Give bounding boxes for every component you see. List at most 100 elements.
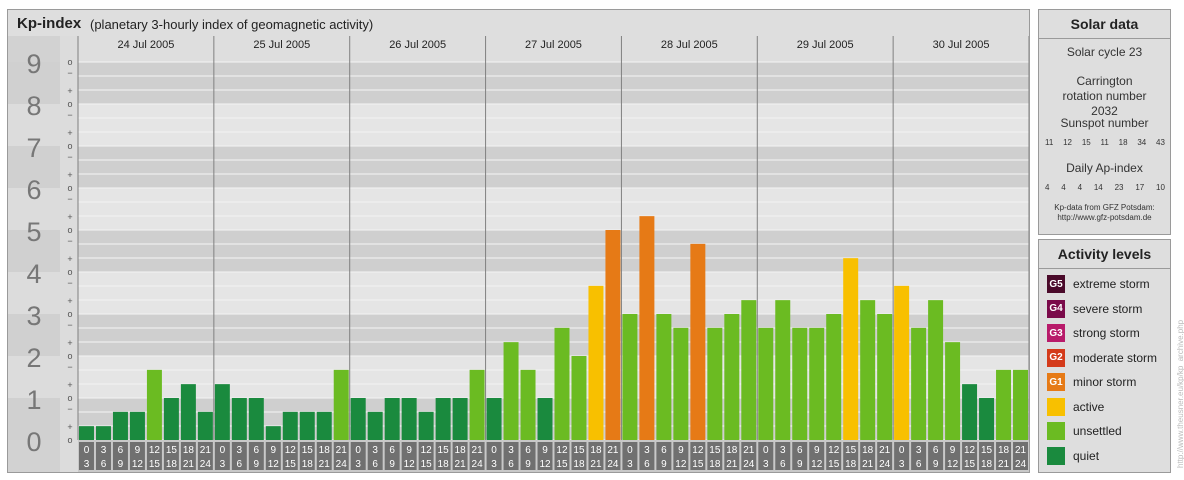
interval-start-label: 21 bbox=[200, 445, 212, 456]
interval-end-label: 12 bbox=[675, 459, 687, 470]
y-tick-label: 9 bbox=[26, 49, 41, 79]
kp-bar bbox=[724, 314, 740, 440]
interval-start-label: 12 bbox=[285, 445, 297, 456]
kp-bar bbox=[79, 426, 94, 440]
date-label: 30 Jul 2005 bbox=[933, 39, 990, 51]
date-band bbox=[78, 36, 1029, 52]
credit-link[interactable]: http://www.gfz-potsdam.de bbox=[1057, 213, 1152, 222]
y-tick-label: 8 bbox=[26, 91, 41, 121]
minor-tick-label: − bbox=[67, 320, 72, 330]
date-label: 25 Jul 2005 bbox=[253, 39, 310, 51]
interval-cell bbox=[877, 442, 893, 470]
kp-bar bbox=[554, 327, 570, 440]
interval-start-label: 0 bbox=[899, 445, 905, 456]
interval-end-label: 18 bbox=[438, 459, 450, 470]
interval-start-label: 0 bbox=[355, 445, 361, 456]
kp-band bbox=[78, 230, 1029, 272]
interval-end-label: 15 bbox=[964, 459, 976, 470]
legend-item: G5 extreme storm bbox=[1047, 274, 1150, 294]
interval-start-label: 0 bbox=[763, 445, 769, 456]
kp-bar bbox=[911, 327, 927, 440]
solar-data-title: Solar data bbox=[1070, 16, 1139, 32]
kp-bar bbox=[639, 216, 655, 440]
interval-cell bbox=[554, 442, 570, 470]
interval-start-label: 21 bbox=[472, 445, 484, 456]
kp-bar bbox=[486, 398, 502, 440]
interval-end-label: 18 bbox=[709, 459, 721, 470]
interval-end-label: 12 bbox=[539, 459, 551, 470]
interval-end-label: 3 bbox=[355, 459, 361, 470]
interval-end-label: 12 bbox=[811, 459, 823, 470]
interval-start-label: 15 bbox=[438, 445, 450, 456]
interval-cell bbox=[95, 442, 111, 470]
activity-divider bbox=[1039, 268, 1170, 269]
ap-value: 4 bbox=[1077, 183, 1083, 192]
legend-label: extreme storm bbox=[1073, 277, 1150, 291]
legend-item: active bbox=[1047, 397, 1104, 417]
activity-levels-title: Activity levels bbox=[1057, 246, 1152, 262]
kp-label-band bbox=[8, 398, 60, 440]
ap-value: 4 bbox=[1045, 183, 1050, 192]
kp-bar bbox=[384, 398, 400, 440]
interval-end-label: 6 bbox=[644, 459, 650, 470]
interval-end-label: 15 bbox=[828, 459, 840, 470]
interval-cell bbox=[928, 442, 944, 470]
kp-bar bbox=[690, 243, 706, 440]
kp-bar bbox=[571, 356, 587, 440]
interval-cell bbox=[605, 442, 621, 470]
interval-start-label: 12 bbox=[149, 445, 161, 456]
legend-label: minor storm bbox=[1073, 375, 1137, 389]
ap-value: 4 bbox=[1061, 183, 1066, 192]
interval-cell bbox=[129, 442, 145, 470]
interval-start-label: 6 bbox=[118, 445, 124, 456]
interval-end-label: 6 bbox=[916, 459, 922, 470]
y-tick-label: 4 bbox=[26, 259, 41, 289]
interval-start-label: 6 bbox=[525, 445, 531, 456]
interval-cell bbox=[316, 442, 332, 470]
minor-tick-label: + bbox=[67, 338, 72, 348]
minor-tick-label: − bbox=[67, 110, 72, 120]
kp-bar bbox=[945, 342, 961, 440]
carrington-rotation: Carrington rotation number 2032 bbox=[1062, 74, 1147, 118]
kp-bar bbox=[520, 369, 536, 440]
kp-bar bbox=[537, 398, 553, 440]
interval-cell bbox=[945, 442, 961, 470]
interval-end-label: 3 bbox=[84, 459, 90, 470]
interval-start-label: 12 bbox=[556, 445, 568, 456]
interval-end-label: 18 bbox=[166, 459, 178, 470]
interval-start-label: 9 bbox=[271, 445, 277, 456]
chart-title: Kp-index bbox=[17, 15, 82, 32]
interval-cell bbox=[401, 442, 417, 470]
interval-cell bbox=[214, 442, 230, 470]
kp-bar bbox=[741, 300, 757, 440]
y-tick-label: 7 bbox=[26, 133, 41, 163]
interval-start-label: 3 bbox=[916, 445, 922, 456]
kp-bar bbox=[333, 369, 349, 440]
interval-start-label: 9 bbox=[814, 445, 820, 456]
interval-start-label: 6 bbox=[661, 445, 667, 456]
interval-end-label: 21 bbox=[183, 459, 195, 470]
interval-end-label: 21 bbox=[455, 459, 467, 470]
interval-end-label: 24 bbox=[879, 459, 891, 470]
minor-tick-label: − bbox=[67, 194, 72, 204]
kp-bar bbox=[826, 314, 842, 440]
sunspot-value: 11 bbox=[1100, 138, 1109, 147]
interval-cell bbox=[282, 442, 298, 470]
kp-bar bbox=[452, 398, 468, 440]
kp-bar bbox=[146, 369, 162, 440]
kp-bar bbox=[129, 411, 145, 440]
interval-cell bbox=[639, 442, 655, 470]
legend-swatch: G5 bbox=[1047, 275, 1065, 293]
minor-tick-label: + bbox=[67, 86, 72, 96]
ap-index-title: Daily Ap-index bbox=[1066, 161, 1143, 175]
interval-cell bbox=[197, 442, 213, 470]
interval-start-label: 3 bbox=[372, 445, 378, 456]
kp-bar bbox=[656, 314, 672, 440]
minor-tick-label: − bbox=[67, 68, 72, 78]
kp-bar bbox=[843, 258, 859, 440]
interval-start-label: 15 bbox=[981, 445, 993, 456]
kp-bar bbox=[299, 411, 315, 440]
legend-label: active bbox=[1073, 399, 1105, 414]
interval-end-label: 6 bbox=[101, 459, 107, 470]
interval-start-label: 18 bbox=[455, 445, 467, 456]
